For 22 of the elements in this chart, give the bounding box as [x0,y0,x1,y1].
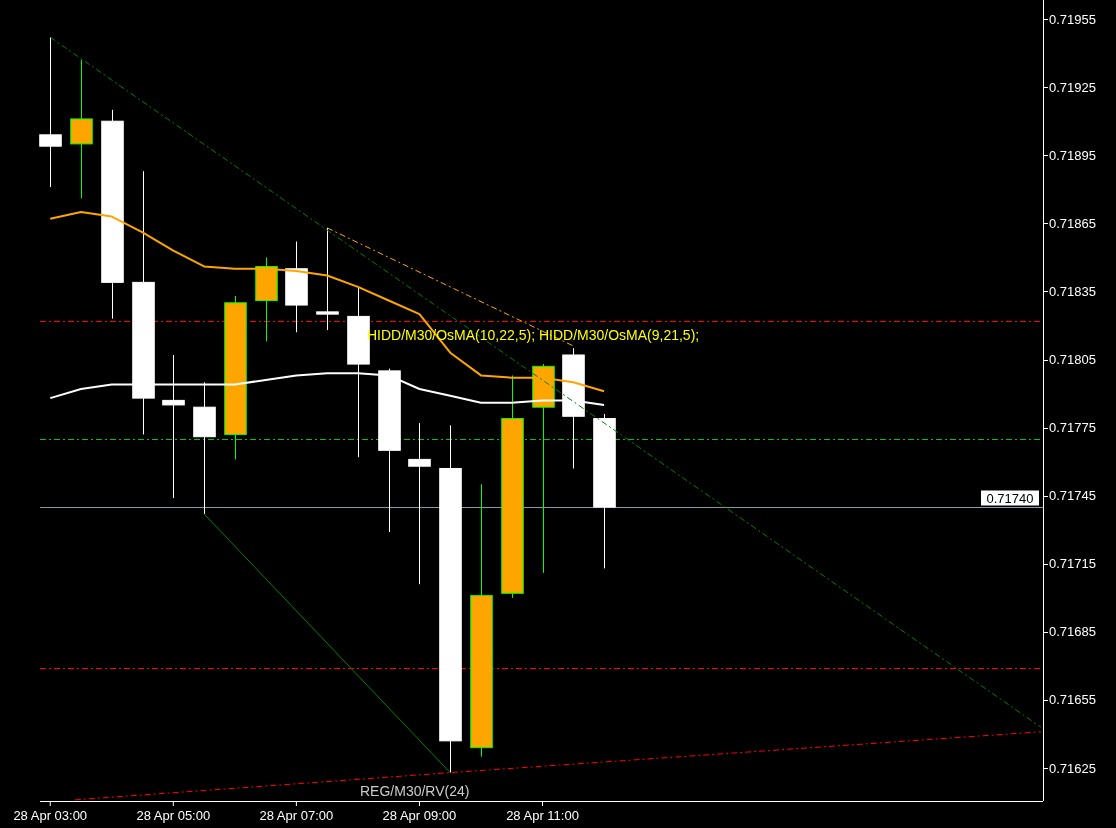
y-tick-label: 0.71745 [1049,488,1096,504]
candlestick [39,36,62,188]
x-tick-label: 28 Apr 11:00 [506,808,579,823]
y-tick-label: 0.71865 [1049,215,1096,231]
y-tick-label: 0.71955 [1049,11,1096,27]
y-tick-label: 0.71775 [1049,420,1096,436]
y-tick-label: 0.71655 [1049,692,1096,708]
y-tick-label: 0.71805 [1049,352,1096,368]
y-tick-label: 0.71715 [1049,556,1096,572]
x-tick-label: 28 Apr 05:00 [136,808,211,823]
candlestick [316,227,339,331]
x-tick-label: 28 Apr 09:00 [382,808,457,823]
x-tick-label: 28 Apr 03:00 [13,808,88,823]
y-tick-label: 0.71895 [1049,147,1096,163]
annotation: REG/M30/RV(24) [360,783,470,799]
candlestick [408,422,431,585]
x-tick-label: 28 Apr 07:00 [259,808,334,823]
y-tick-label: 0.71925 [1049,79,1096,95]
y-tick-label: 0.71685 [1049,624,1096,640]
y-tick-label: 0.71835 [1049,283,1096,299]
y-tick-label: 0.71625 [1049,760,1096,776]
ref-line-label: 0.71740 [986,490,1034,506]
